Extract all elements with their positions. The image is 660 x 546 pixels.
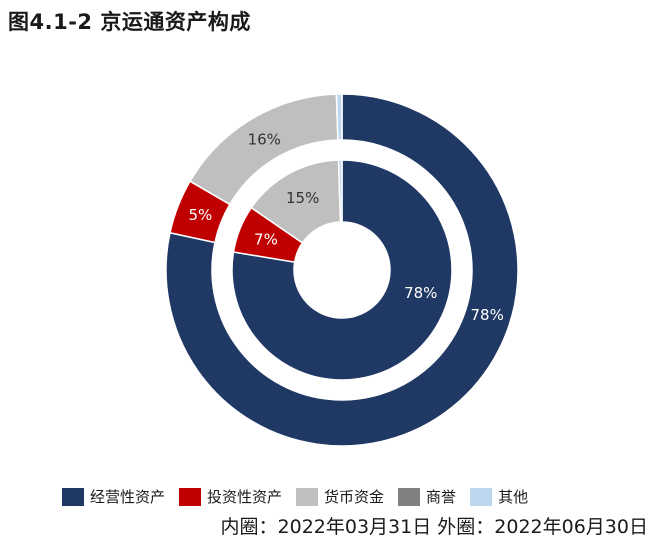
donut-chart: 78% 7% 15% 78% 5% 16% — [165, 93, 519, 447]
slice-labels: 78% 7% 15% 78% 5% 16% — [188, 130, 503, 324]
inner-slice-label-1: 7% — [254, 230, 278, 248]
inner-slice-label-0: 78% — [404, 284, 437, 302]
outer-slice-label-1: 5% — [188, 206, 212, 224]
legend-swatch-3 — [398, 487, 421, 506]
legend-swatch-4 — [470, 487, 493, 506]
legend-item-1: 投资性资产 — [179, 486, 282, 507]
outer-slice-4 — [335, 93, 343, 141]
legend-label-1: 投资性资产 — [207, 488, 283, 506]
legend-label-2: 货币资金 — [324, 488, 385, 506]
legend-item-0: 经营性资产 — [62, 486, 165, 507]
legend: 经营性资产 投资性资产 货币资金 商誉 其他 — [62, 486, 528, 507]
legend-label-4: 其他 — [498, 488, 529, 506]
legend-swatch-1 — [179, 487, 202, 506]
outer-slice-0 — [165, 93, 519, 447]
outer-slice-label-0: 78% — [470, 306, 503, 324]
legend-label-0: 经营性资产 — [90, 488, 166, 506]
inner-slice-label-2: 15% — [286, 189, 319, 207]
legend-swatch-2 — [296, 487, 319, 506]
date-footnote: 内圈：2022年03月31日 外圈：2022年06月30日 — [220, 516, 648, 538]
legend-item-3: 商誉 — [398, 486, 456, 507]
legend-label-3: 商誉 — [426, 488, 457, 506]
inner-slice-4 — [337, 159, 343, 223]
outer-slice-label-2: 16% — [248, 130, 281, 148]
legend-item-4: 其他 — [470, 486, 528, 507]
inner-slice-0 — [231, 159, 453, 381]
outer-ring — [165, 93, 519, 447]
chart-title: 图4.1-2 京运通资产构成 — [8, 10, 251, 34]
legend-item-2: 货币资金 — [296, 486, 384, 507]
inner-ring — [231, 159, 453, 381]
legend-swatch-0 — [62, 487, 84, 506]
